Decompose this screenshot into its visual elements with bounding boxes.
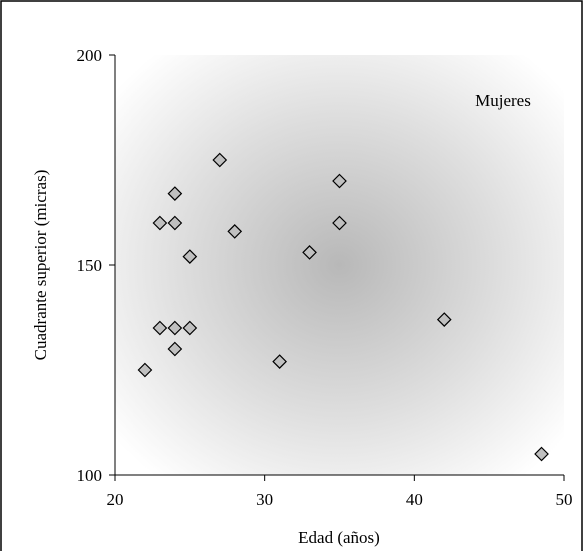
y-axis-ticks: 100 150 200 <box>77 46 115 485</box>
data-point <box>534 446 549 462</box>
data-point <box>137 362 153 378</box>
data-point <box>332 215 347 231</box>
series-annotation: Mujeres <box>475 91 531 110</box>
data-point <box>436 312 452 327</box>
data-point <box>272 354 287 369</box>
data-point <box>152 320 168 336</box>
data-point <box>167 186 183 201</box>
data-point <box>227 224 243 239</box>
x-tick-label: 40 <box>406 490 423 509</box>
data-point <box>212 152 228 168</box>
data-point <box>152 215 168 231</box>
data-point <box>302 245 317 260</box>
y-tick-label: 200 <box>77 46 103 65</box>
x-axis-ticks: 20 30 40 50 <box>107 475 573 509</box>
y-tick-label: 100 <box>77 466 103 485</box>
x-axis-title: Edad (años) <box>298 528 380 547</box>
data-point <box>182 249 198 264</box>
x-tick-label: 20 <box>107 490 124 509</box>
data-point <box>182 320 198 336</box>
plot-area <box>115 55 564 475</box>
x-tick-label: 30 <box>256 490 273 509</box>
data-point <box>332 173 347 189</box>
x-tick-label: 50 <box>556 490 573 509</box>
data-point <box>167 320 183 336</box>
data-points <box>137 152 549 462</box>
y-axis-title: Cuadrante superior (micras) <box>31 170 50 361</box>
data-point <box>167 215 183 231</box>
y-tick-label: 150 <box>77 256 103 275</box>
data-point <box>167 341 183 357</box>
